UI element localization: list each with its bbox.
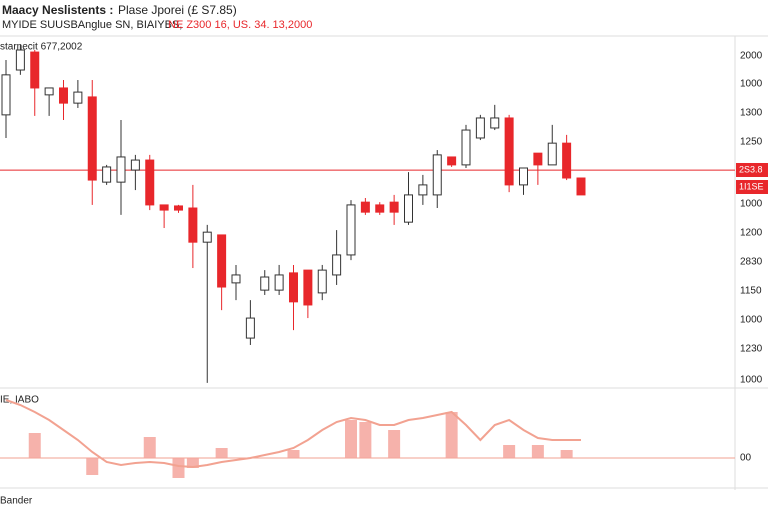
candle-body bbox=[332, 254, 342, 276]
candle-body bbox=[202, 231, 212, 243]
signal-line bbox=[5, 399, 581, 469]
candle-body bbox=[562, 142, 572, 179]
histogram-bar bbox=[86, 458, 99, 475]
subtitle: Plase Jporei (£ S7.85) bbox=[118, 3, 237, 17]
candle-body bbox=[116, 156, 126, 183]
histogram-bar bbox=[28, 433, 41, 458]
histogram-bar bbox=[143, 437, 156, 458]
candle-body bbox=[533, 152, 543, 166]
indicator-zero-label: 00 bbox=[740, 453, 752, 464]
candle-body bbox=[102, 166, 112, 183]
candle-body bbox=[289, 272, 298, 303]
axis-label: 1250 bbox=[740, 137, 763, 148]
histogram-bar bbox=[172, 458, 185, 478]
price-label: 2S3.8 bbox=[739, 164, 763, 174]
histogram-bar bbox=[531, 445, 544, 458]
info-line: MYIDE SUUSBAnglue SN, BIAIYBS, bbox=[2, 19, 182, 31]
candle-body bbox=[15, 49, 25, 71]
candle-body bbox=[174, 205, 183, 211]
candle-body bbox=[260, 276, 270, 291]
axis-label: 1000 bbox=[740, 375, 763, 386]
axis-label: 1300 bbox=[740, 108, 763, 119]
indicator-label: IE, IABO bbox=[0, 395, 39, 406]
axis-label: 2830 bbox=[740, 257, 763, 268]
corner-label: starnecit 677,2002 bbox=[0, 42, 83, 53]
candle-body bbox=[303, 269, 313, 306]
candle-body bbox=[245, 317, 255, 339]
candle-body bbox=[461, 129, 471, 166]
histogram-bar bbox=[345, 420, 357, 458]
candle-body bbox=[217, 234, 227, 288]
axis-label: 1200 bbox=[740, 228, 763, 239]
candle-body bbox=[274, 274, 284, 291]
axis-label: 1000 bbox=[740, 315, 763, 326]
axis-label: 2000 bbox=[740, 51, 763, 62]
candle-body bbox=[30, 51, 40, 89]
candle-body bbox=[231, 274, 241, 284]
candle-body bbox=[547, 142, 557, 166]
candle-body bbox=[404, 194, 413, 223]
info-line-red: NE Z300 16, US. 34. 13,2000 bbox=[168, 19, 312, 31]
candle-body bbox=[59, 87, 68, 104]
candle-body bbox=[1, 74, 11, 116]
histogram-bar bbox=[503, 445, 516, 458]
candle-body bbox=[346, 204, 356, 256]
title: Maacy Neslistents : bbox=[2, 3, 113, 17]
candle-body bbox=[360, 201, 370, 213]
histogram-bar bbox=[445, 412, 458, 458]
candle-body bbox=[145, 159, 155, 206]
candle-body bbox=[317, 269, 327, 294]
candle-body bbox=[87, 96, 97, 181]
candle-body bbox=[432, 154, 442, 196]
price-label: 1I1SE bbox=[739, 181, 764, 191]
candle-body bbox=[475, 117, 485, 139]
candle-body bbox=[504, 117, 514, 186]
axis-label: 1000 bbox=[740, 79, 763, 90]
candle-body bbox=[519, 167, 528, 186]
axis-label: 1150 bbox=[740, 286, 762, 297]
candle-body bbox=[447, 156, 457, 166]
footer: Bander bbox=[0, 496, 33, 507]
axis-label: 1000 bbox=[740, 199, 763, 210]
histogram-bar bbox=[560, 450, 573, 458]
candle-body bbox=[44, 87, 54, 96]
candle-body bbox=[375, 204, 385, 213]
axis-label: 1230 bbox=[740, 344, 763, 355]
price-label-bg bbox=[736, 163, 768, 177]
candle-body bbox=[490, 117, 500, 129]
candle-body bbox=[389, 201, 399, 213]
price-label-bg bbox=[736, 180, 768, 194]
histogram-bar bbox=[215, 448, 228, 458]
candle-body bbox=[418, 184, 428, 196]
histogram-bar bbox=[287, 450, 300, 458]
candle-body bbox=[576, 177, 586, 196]
histogram-bar bbox=[359, 422, 372, 458]
candle-body bbox=[188, 207, 198, 243]
candle-body bbox=[73, 91, 83, 104]
histogram-bar bbox=[186, 458, 199, 468]
candle-body bbox=[130, 159, 140, 171]
histogram-bar bbox=[388, 430, 401, 458]
candle-body bbox=[159, 204, 169, 211]
